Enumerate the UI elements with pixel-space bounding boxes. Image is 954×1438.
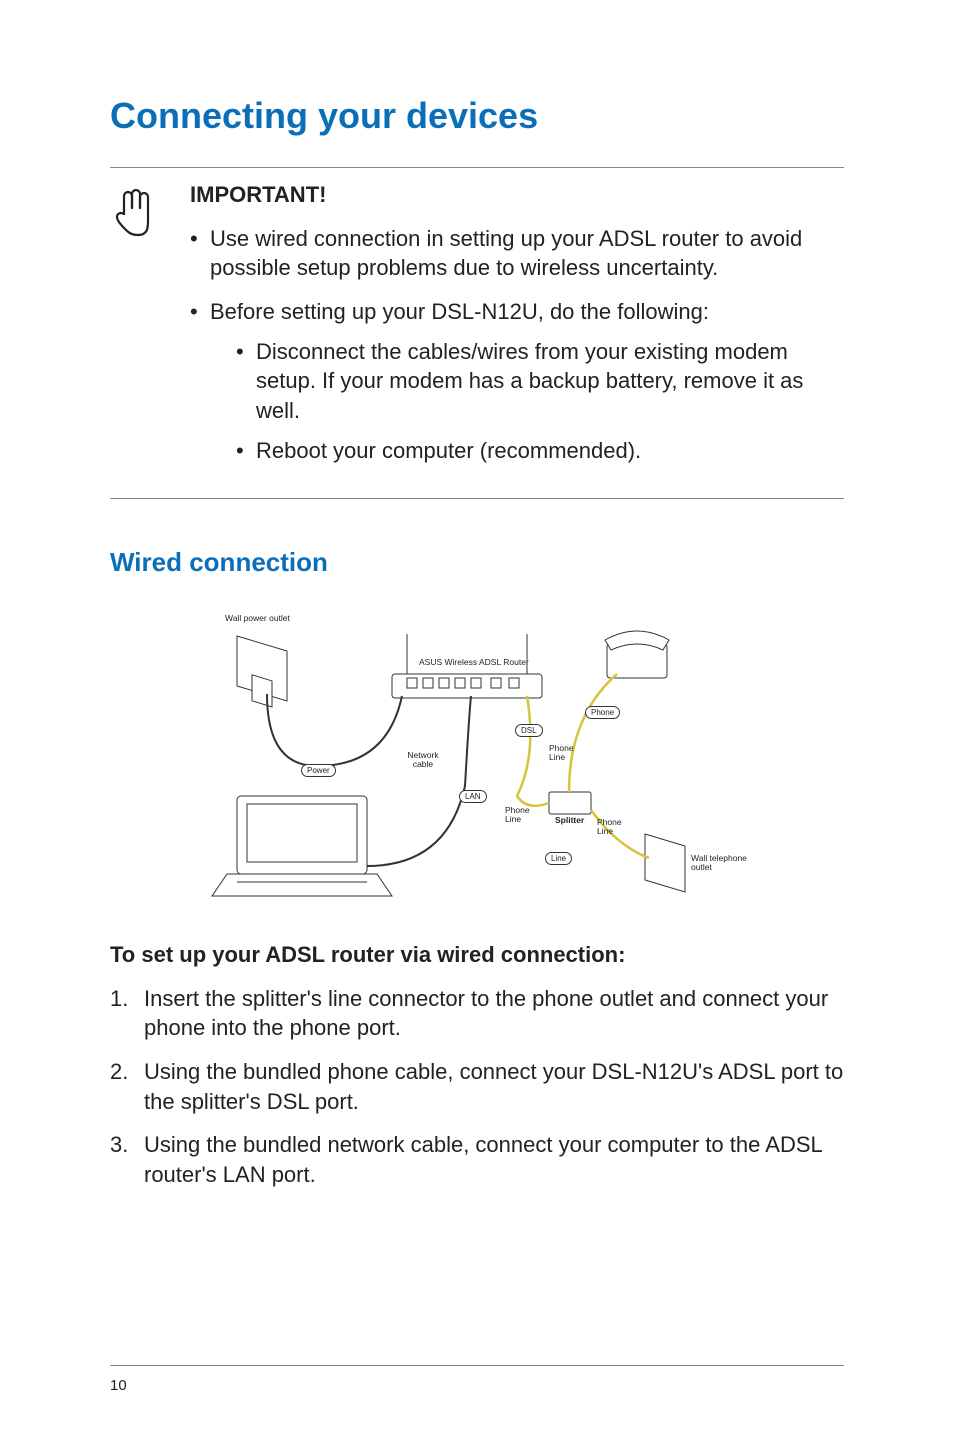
important-heading: IMPORTANT! [190,180,844,210]
step-number: 3. [110,1130,144,1189]
steps-heading: To set up your ADSL router via wired con… [110,942,844,968]
diagram-label: ASUS Wireless ADSL Router [419,658,529,667]
important-callout: IMPORTANT! • Use wired connection in set… [110,167,844,499]
step-number: 2. [110,1057,144,1116]
diagram-label: LAN [459,790,487,803]
bullet-text: Disconnect the cables/wires from your ex… [256,337,844,426]
page-number: 10 [110,1377,127,1394]
bullet-text: Use wired connection in setting up your … [210,224,844,283]
diagram-label: DSL [515,724,543,737]
diagram-label: Phone Line [549,744,583,763]
hand-icon [110,180,166,480]
page-title: Connecting your devices [110,95,844,137]
wiring-diagram: Wall power outlet ASUS Wireless ADSL Rou… [197,596,757,906]
diagram-label: Wall telephone outlet [691,854,751,873]
important-bullet: • Before setting up your DSL-N12U, do th… [190,297,844,465]
bullet-text: Before setting up your DSL-N12U, do the … [210,299,709,324]
footer-rule [110,1365,844,1366]
diagram-label: Phone Line [505,806,539,825]
diagram-label: Line [545,852,572,865]
important-bullet: • Use wired connection in setting up you… [190,224,844,283]
step-text: Using the bundled network cable, connect… [144,1130,844,1189]
important-sub-bullet: • Disconnect the cables/wires from your … [236,337,844,426]
section-heading: Wired connection [110,547,844,578]
diagram-label: Power [301,764,336,777]
diagram-label: Splitter [555,816,584,825]
step-text: Insert the splitter's line connector to … [144,984,844,1043]
diagram-label: Network cable [401,751,445,770]
step-item: 1. Insert the splitter's line connector … [110,984,844,1043]
diagram-label: Phone Line [597,818,631,837]
step-item: 3. Using the bundled network cable, conn… [110,1130,844,1189]
step-number: 1. [110,984,144,1043]
bullet-text: Reboot your computer (recommended). [256,436,844,466]
important-sub-bullet: • Reboot your computer (recommended). [236,436,844,466]
step-item: 2. Using the bundled phone cable, connec… [110,1057,844,1116]
diagram-label: Wall power outlet [225,614,290,623]
diagram-label: Phone [585,706,620,719]
step-text: Using the bundled phone cable, connect y… [144,1057,844,1116]
